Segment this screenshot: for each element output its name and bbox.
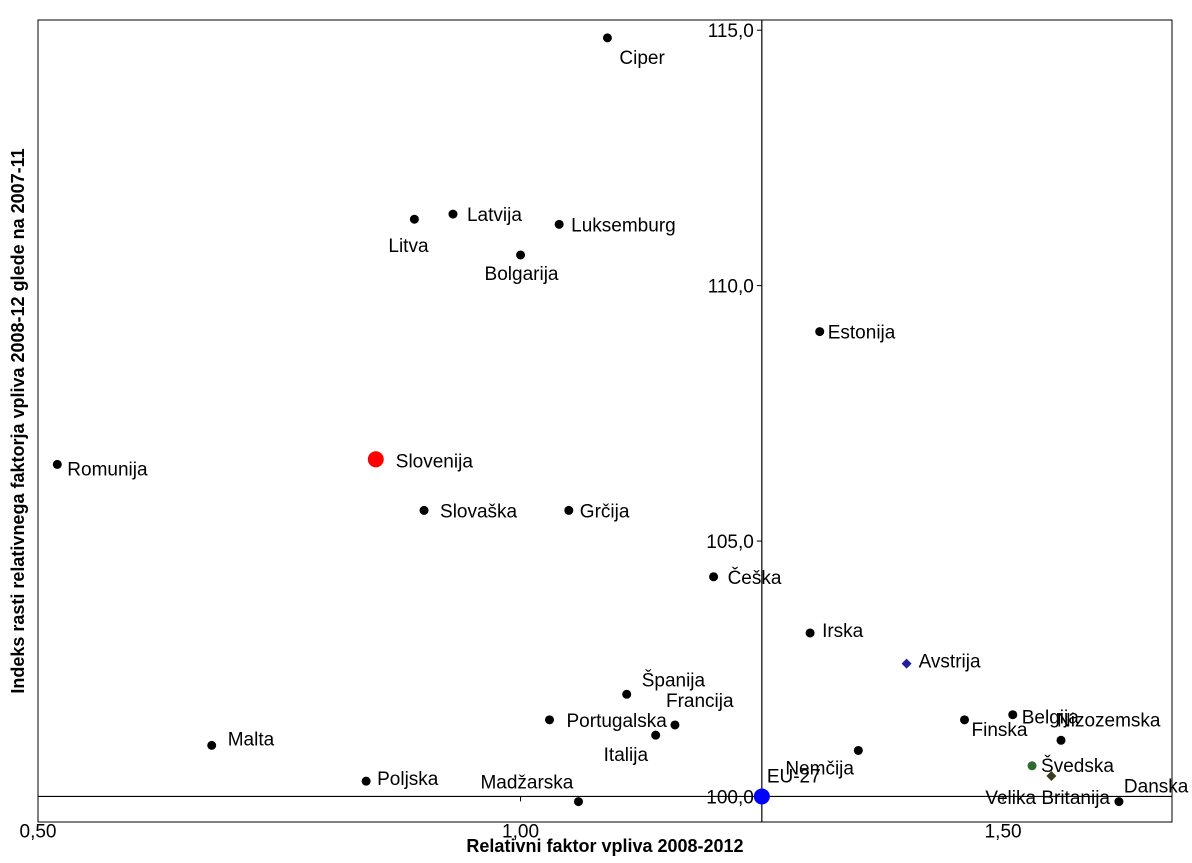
point-marker bbox=[1056, 735, 1066, 745]
point-marker bbox=[853, 745, 863, 755]
point-label: Španija bbox=[642, 669, 706, 691]
point-marker bbox=[419, 505, 429, 515]
y-tick-label: 110,0 bbox=[708, 277, 754, 298]
point-marker bbox=[651, 730, 661, 740]
point-label: Malta bbox=[228, 729, 275, 750]
y-axis-title: Indeks rasti relativnega faktorja vpliva… bbox=[8, 148, 28, 693]
point-marker bbox=[367, 451, 384, 468]
point-marker bbox=[753, 788, 770, 805]
point-label: Nizozemska bbox=[1057, 710, 1161, 731]
point-label: Velika Britanija bbox=[985, 788, 1110, 809]
point-label: Francija bbox=[666, 691, 734, 712]
point-label: Irska bbox=[822, 621, 864, 642]
point-marker bbox=[670, 720, 680, 730]
point-label: Grčija bbox=[580, 501, 630, 522]
point-label: Slovenija bbox=[396, 451, 474, 472]
point-label: Romunija bbox=[67, 459, 148, 480]
point-marker bbox=[409, 214, 419, 224]
x-axis-title: Relativni faktor vpliva 2008-2012 bbox=[466, 836, 743, 856]
point-label: Finska bbox=[972, 720, 1028, 741]
point-marker bbox=[1046, 771, 1057, 782]
point-marker bbox=[709, 572, 719, 582]
point-label: EU-27 bbox=[767, 766, 821, 787]
point-label: Nemčija bbox=[785, 758, 854, 779]
point-marker bbox=[573, 797, 583, 807]
point-label: Slovaška bbox=[440, 501, 518, 522]
point-label: Danska bbox=[1124, 777, 1189, 798]
point-label: Avstrija bbox=[919, 652, 981, 673]
point-label: Portugalska bbox=[567, 711, 668, 732]
point-label: Bolgarija bbox=[485, 264, 559, 285]
y-tick-label: 100,0 bbox=[706, 787, 754, 808]
point-marker bbox=[1027, 761, 1037, 771]
point-marker bbox=[901, 658, 912, 669]
point-marker bbox=[207, 740, 217, 750]
point-marker bbox=[545, 715, 555, 725]
data-points bbox=[52, 33, 1124, 807]
x-tick-label: 1,50 bbox=[985, 821, 1022, 842]
point-label: Poljska bbox=[377, 769, 439, 790]
point-marker bbox=[564, 505, 574, 515]
point-label: Švedska bbox=[1041, 755, 1114, 777]
point-label: Belgija bbox=[1022, 708, 1079, 729]
axis-ticks: 0,50 1,00 1,50 100,0 105,0 110,0 115,0 bbox=[20, 21, 1022, 842]
point-marker bbox=[448, 209, 458, 219]
point-marker bbox=[52, 459, 62, 469]
point-label: Češka bbox=[728, 567, 782, 589]
point-label: Litva bbox=[388, 236, 429, 257]
point-label: Italija bbox=[604, 745, 649, 766]
point-label: Madžarska bbox=[480, 773, 573, 794]
point-label: Luksemburg bbox=[571, 215, 676, 236]
point-labels: Ciper Latvija Litva Luksemburg Bolgarija Esto… bbox=[67, 48, 1188, 809]
plot-area-frame bbox=[37, 19, 1173, 823]
point-marker bbox=[1114, 797, 1124, 807]
point-marker bbox=[960, 715, 970, 725]
x-tick-label: 0,50 bbox=[20, 821, 57, 842]
point-label: Estonija bbox=[828, 323, 896, 344]
point-marker bbox=[361, 776, 371, 786]
point-marker bbox=[602, 33, 612, 43]
point-marker bbox=[1008, 710, 1018, 720]
x-tick-label: 1,00 bbox=[502, 821, 539, 842]
point-label: Latvija bbox=[467, 205, 522, 226]
point-marker bbox=[805, 628, 815, 638]
y-tick-label: 115,0 bbox=[708, 21, 754, 42]
point-label: Ciper bbox=[619, 48, 665, 69]
point-marker bbox=[815, 327, 825, 337]
point-marker bbox=[516, 250, 526, 260]
point-marker bbox=[622, 689, 632, 699]
y-tick-label: 105,0 bbox=[706, 532, 754, 553]
point-marker bbox=[554, 219, 564, 229]
